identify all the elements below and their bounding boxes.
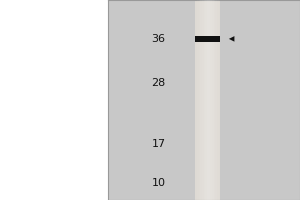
Bar	[197, 0, 199, 200]
Bar	[205, 0, 207, 200]
Text: 28: 28	[152, 78, 166, 88]
Bar	[195, 36, 220, 42]
Bar	[195, 0, 197, 200]
Bar	[215, 0, 217, 200]
Bar	[204, 0, 205, 200]
Bar	[214, 0, 215, 200]
Bar	[202, 0, 204, 200]
Bar	[200, 0, 202, 200]
Bar	[210, 0, 212, 200]
Bar	[219, 0, 220, 200]
Bar	[207, 0, 209, 200]
Bar	[209, 0, 210, 200]
Bar	[212, 0, 214, 200]
Bar	[195, 0, 220, 200]
Bar	[199, 0, 200, 200]
Text: 10: 10	[152, 178, 166, 188]
Text: 17: 17	[152, 139, 166, 149]
Text: 36: 36	[152, 34, 166, 44]
Bar	[217, 0, 219, 200]
